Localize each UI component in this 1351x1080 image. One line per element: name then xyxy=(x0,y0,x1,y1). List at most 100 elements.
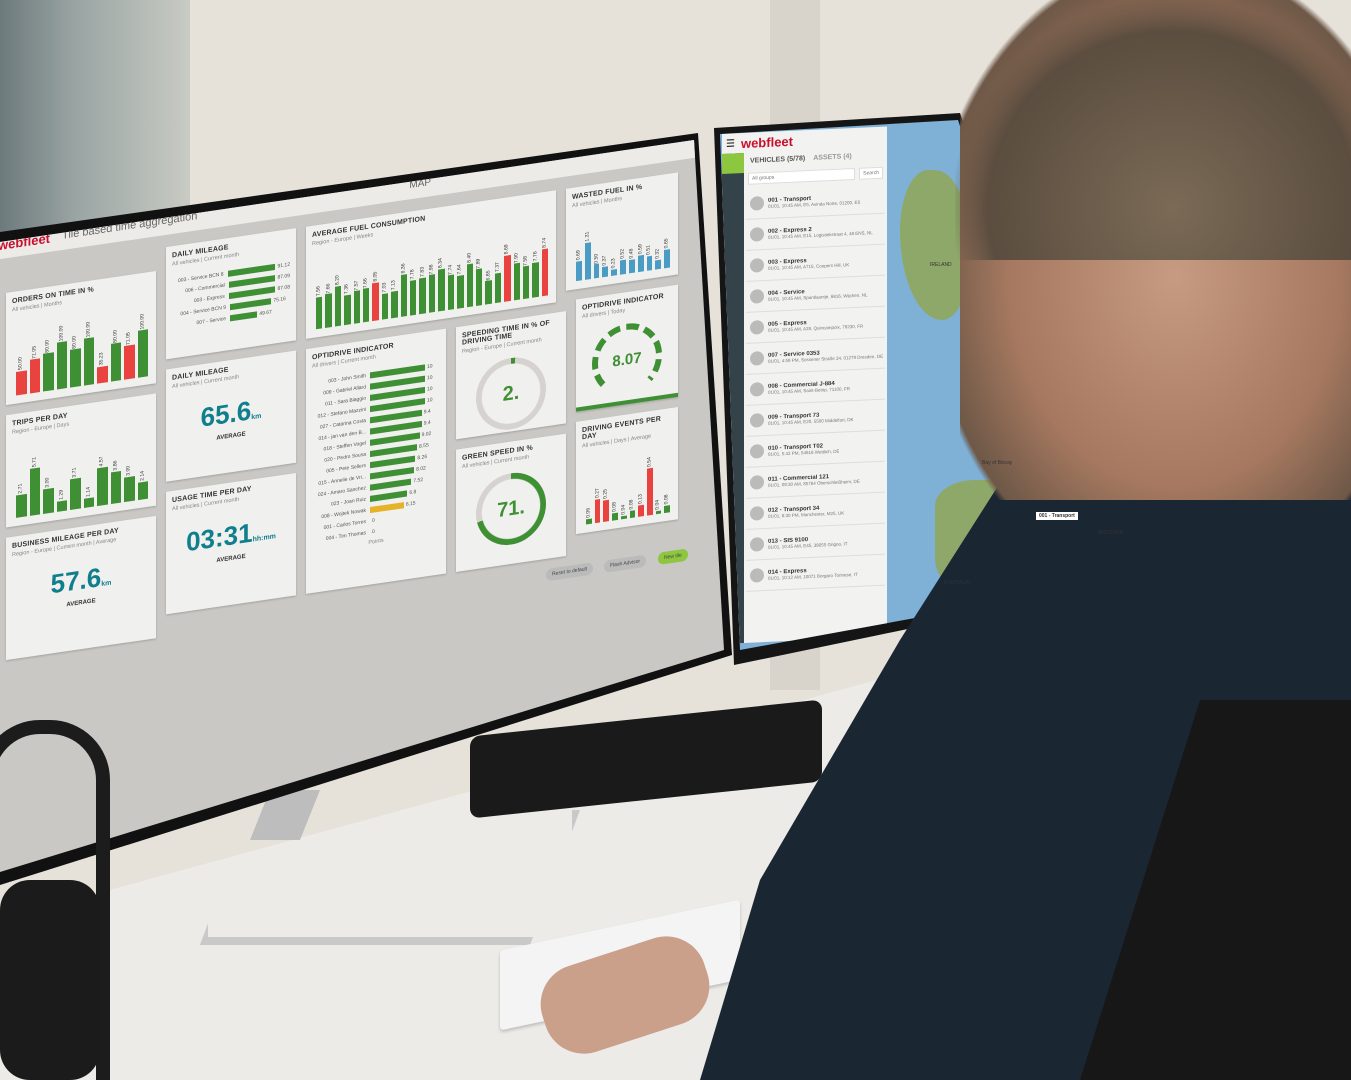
chart-bar: 0.59 xyxy=(637,244,644,273)
data-label: 9.02 xyxy=(421,430,432,438)
tab-vehicles[interactable]: VEHICLES (5/78) xyxy=(750,155,806,165)
green-speed-donut: 71. xyxy=(476,468,546,550)
reset-default-button[interactable]: Reset to default xyxy=(546,562,594,582)
menu-icon[interactable]: ☰ xyxy=(726,137,735,150)
data-label: 3.00 xyxy=(44,477,51,489)
chart-bar: 7.78 xyxy=(410,269,417,316)
kpi-unit: km xyxy=(101,579,112,589)
data-label: 7.66 xyxy=(325,282,332,294)
data-label: 1.31 xyxy=(584,231,591,243)
data-label: 80.00 xyxy=(71,335,78,349)
green-speed-tile[interactable]: GREEN SPEED IN % All vehicles | Current m… xyxy=(456,433,566,573)
trips-tile[interactable]: TRIPS PER DAY Region - Europe | Days 2.71 5… xyxy=(6,393,156,528)
chart-bar: 3.00 xyxy=(124,465,135,503)
data-label: 4.57 xyxy=(98,456,105,468)
data-label: 7.36 xyxy=(343,283,350,295)
data-label: 8.20 xyxy=(334,274,341,286)
data-label: 7.64 xyxy=(456,263,463,275)
chart-bar: 0.32 xyxy=(655,249,662,270)
optidrive-chart: 003 - John Smith 10 009 - Gabriel Allard 10… xyxy=(312,359,440,546)
data-label: 10 xyxy=(427,396,433,404)
data-label: 0.23 xyxy=(610,257,617,269)
chart-bar: 0.48 xyxy=(628,248,635,274)
data-label: 8.36 xyxy=(400,263,407,274)
data-label: 50.00 xyxy=(17,357,24,371)
wasted-fuel-tile[interactable]: WASTED FUEL IN % All vehicles | Months 0.6… xyxy=(566,172,678,291)
map-label: Bay of Biscay xyxy=(982,460,1013,466)
kpi-value: 03:31 xyxy=(186,517,253,558)
data-label: 0.69 xyxy=(575,250,582,261)
data-label: 8.05 xyxy=(372,271,379,282)
mileage-chart: 003 - Service BCN 8 91.12 006 - Commercial… xyxy=(172,259,290,332)
chart-bar: 7.74 xyxy=(447,264,455,311)
data-label: 10 xyxy=(427,385,433,393)
vehicle-avatar xyxy=(750,568,764,583)
map-label: ANDORRA xyxy=(1098,530,1124,536)
data-label: 1.29 xyxy=(58,489,65,501)
data-label: 71.05 xyxy=(125,331,132,346)
chart-bar: 7.89 xyxy=(476,258,483,306)
data-label: 0.65 xyxy=(663,238,670,250)
new-tile-button[interactable]: New tile xyxy=(658,548,688,565)
orders-tile[interactable]: ORDERS ON TIME IN % All vehicles | Months… xyxy=(6,271,156,406)
tab-assets[interactable]: ASSETS (4) xyxy=(813,153,852,162)
daily-mileage-list-tile[interactable]: DAILY MILEAGE All vehicles | Current mont… xyxy=(166,228,296,360)
chart-bar: 35.23 xyxy=(97,352,108,384)
data-label: 7.78 xyxy=(409,268,416,280)
data-label: 7.56 xyxy=(315,285,322,297)
chart-bar: 2.71 xyxy=(16,484,27,518)
group-select[interactable]: All groups xyxy=(748,167,856,185)
vehicle-list-item[interactable]: 014 - Express 01/01, 10:12 AM, 10071 Borg… xyxy=(746,554,885,592)
chart-bar: 0.08 xyxy=(611,502,618,521)
data-label: 100.00 xyxy=(85,320,92,338)
events-chart: 0.06 0.27 0.25 0.08 0.04 0.08 0.13 0.54 0.04 0.08 xyxy=(585,457,671,525)
data-label: 7.90 xyxy=(513,252,520,264)
data-label: 80.00 xyxy=(44,339,51,353)
data-label: 80.00 xyxy=(112,329,119,343)
chart-bar: 7.98 xyxy=(429,264,436,313)
business-mileage-tile[interactable]: BUSINESS MILEAGE PER DAY Region - Europe … xyxy=(6,515,156,661)
chart-bar: 3.86 xyxy=(110,460,121,505)
chart-bar: 1.31 xyxy=(584,231,591,280)
data-label: 0.04 xyxy=(620,504,627,516)
usage-time-tile[interactable]: USAGE TIME PER DAY All vehicles | Current… xyxy=(166,472,296,615)
chart-bar: 7.56 xyxy=(316,285,323,330)
optidrive-list-tile[interactable]: OPTIDRIVE INDICATOR All drivers | Current… xyxy=(306,328,446,594)
chart-bar: 0.52 xyxy=(619,248,626,275)
data-label: 0.06 xyxy=(585,507,592,519)
data-label: 10 xyxy=(427,362,433,370)
data-label: 0.08 xyxy=(663,494,670,506)
chart-bar: 80.00 xyxy=(110,329,121,382)
vehicle-avatar xyxy=(750,289,764,304)
chart-bar: 100.00 xyxy=(137,313,148,378)
speeding-tile[interactable]: SPEEDING TIME IN % OF DRIVING TIME Region… xyxy=(456,311,566,440)
chart-bar: 8.74 xyxy=(541,238,549,297)
chart-bar: 8.34 xyxy=(438,258,445,312)
daily-mileage-tile[interactable]: DAILY MILEAGE All vehicles | Current mont… xyxy=(166,350,296,482)
data-label: 8.40 xyxy=(466,252,473,264)
data-label: 7.52 xyxy=(413,476,424,484)
data-label: 8.55 xyxy=(419,441,429,450)
fuel-tile[interactable]: AVERAGE FUEL CONSUMPTION Region - Europe … xyxy=(306,190,556,339)
data-label: 8.02 xyxy=(416,464,426,473)
data-label: 0 xyxy=(372,517,375,524)
data-label: 91.12 xyxy=(277,261,290,270)
chart-bar: 3.71 xyxy=(70,467,81,511)
chart-bar: 7.83 xyxy=(419,267,426,315)
flash-advisor-button[interactable]: Flash Advisor xyxy=(604,554,647,573)
vehicle-avatar xyxy=(750,196,764,211)
map-vehicle-pin[interactable]: 001 - Transport xyxy=(1036,512,1078,520)
chart-bar: 0.13 xyxy=(638,494,644,517)
data-label: 0.54 xyxy=(646,456,653,468)
search-input[interactable]: Search xyxy=(859,166,883,180)
vehicle-avatar xyxy=(750,258,764,273)
speeding-donut: 2. xyxy=(476,352,546,435)
optidrive-tile[interactable]: OPTIDRIVE INDICATOR All drivers | Today 8.… xyxy=(576,284,678,412)
chart-bar: 7.13 xyxy=(391,280,398,319)
nav-item-active[interactable] xyxy=(722,153,744,174)
chart-bar: 7.66 xyxy=(363,277,370,323)
chart-bar: 7.66 xyxy=(325,283,332,328)
data-label: 87.09 xyxy=(277,272,290,281)
driving-events-tile[interactable]: DRIVING EVENTS PER DAY All vehicles | Day… xyxy=(576,407,678,535)
dashboard: webfleet Tile based time aggregation MAP… xyxy=(0,140,710,803)
